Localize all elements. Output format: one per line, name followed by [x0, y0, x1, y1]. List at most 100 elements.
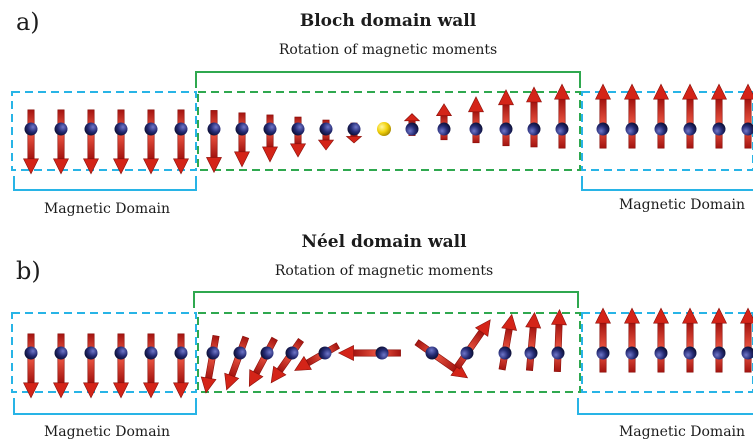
arrow-head: [200, 376, 217, 394]
atom-sphere: [596, 346, 610, 360]
arrow-head: [113, 158, 129, 175]
atom-sphere: [741, 346, 753, 360]
arrow-head: [653, 307, 669, 324]
up-arrow: [682, 307, 698, 373]
rotating-arrow: [551, 308, 567, 373]
arrow-head: [337, 345, 354, 361]
bloch-wall-bracket: [195, 71, 581, 88]
neel-title: Néel domain wall: [301, 232, 467, 252]
neel-wall-bracket: [193, 291, 579, 308]
atom-sphere: [206, 346, 220, 360]
up-arrow: [653, 83, 669, 149]
arrow-head: [53, 382, 69, 399]
atom-sphere: [654, 346, 668, 360]
arrow-head: [53, 158, 69, 175]
atom-sphere: [405, 122, 419, 136]
down-arrow: [53, 333, 69, 399]
atom-sphere: [469, 122, 483, 136]
arrow-head: [173, 382, 189, 399]
neel-left-domain-label: Magnetic Domain: [44, 424, 170, 440]
rotating-arrow: [524, 311, 542, 371]
atom-sphere: [114, 122, 128, 136]
arrow-head: [403, 113, 421, 122]
rotating-arrow: [526, 86, 542, 148]
arrow-head: [143, 158, 159, 175]
arrow-head: [435, 103, 453, 116]
atom-sphere: [144, 122, 158, 136]
up-arrow: [740, 83, 753, 149]
arrow-head: [501, 313, 518, 331]
atom-sphere: [437, 122, 451, 136]
up-arrow: [711, 307, 727, 373]
atom-sphere: [683, 122, 697, 136]
arrow-head: [525, 311, 542, 329]
arrow-head: [206, 157, 222, 174]
arrow-head: [554, 83, 570, 100]
rotating-arrow: [289, 116, 307, 158]
bloch-left-domain-bracket: [13, 176, 197, 191]
rotating-arrow: [554, 83, 570, 149]
arrow-head: [551, 308, 567, 326]
atom-sphere: [174, 122, 188, 136]
atom-sphere: [235, 122, 249, 136]
neel-wall-box: [197, 312, 581, 393]
arrow-head: [682, 307, 698, 324]
arrow-head: [595, 83, 611, 100]
down-arrow: [143, 109, 159, 175]
down-arrow: [23, 333, 39, 399]
atom-sphere: [683, 346, 697, 360]
up-arrow: [682, 83, 698, 149]
down-arrow: [53, 109, 69, 175]
bloch-right-domain-label: Magnetic Domain: [619, 197, 745, 213]
rotating-arrow: [498, 313, 518, 371]
down-arrow: [173, 333, 189, 399]
bloch-title: Bloch domain wall: [300, 11, 477, 31]
arrow-head: [624, 83, 640, 100]
neel-left-domain-bracket: [13, 398, 197, 415]
arrow-head: [83, 158, 99, 175]
arrow-head: [526, 86, 542, 103]
up-arrow: [711, 83, 727, 149]
arrow-head: [248, 369, 264, 387]
rotating-arrow: [453, 319, 491, 370]
arrow-head: [23, 382, 39, 399]
arrow-head: [468, 96, 484, 113]
atom-sphere: [24, 346, 38, 360]
arrow-head: [234, 151, 250, 168]
rotating-arrow: [337, 345, 401, 361]
rotating-arrow: [270, 337, 304, 384]
up-arrow: [624, 83, 640, 149]
arrow-head: [653, 83, 669, 100]
atom-sphere: [654, 122, 668, 136]
arrow-head: [474, 319, 491, 337]
rotating-arrow: [200, 334, 220, 394]
atom-sphere: [263, 122, 277, 136]
atom-sphere: [460, 346, 474, 360]
atom-sphere: [319, 122, 333, 136]
rotating-arrow: [206, 110, 222, 174]
bloch-left-domain-label: Magnetic Domain: [44, 201, 170, 217]
rotating-arrow: [435, 103, 453, 141]
atom-sphere: [84, 122, 98, 136]
atom-sphere: [174, 346, 188, 360]
atom-sphere: [233, 346, 247, 360]
atom-sphere: [318, 346, 332, 360]
down-arrow: [143, 333, 159, 399]
atom-sphere: [555, 122, 569, 136]
panel-b-label: b): [16, 257, 41, 285]
down-arrow: [83, 333, 99, 399]
down-arrow: [173, 109, 189, 175]
bloch-right-domain-bracket: [581, 176, 753, 191]
arrow-head: [113, 382, 129, 399]
atom-sphere: [712, 346, 726, 360]
atom-sphere: [712, 122, 726, 136]
arrow-head: [498, 89, 514, 106]
atom-sphere: [527, 122, 541, 136]
center-atom: [377, 122, 391, 136]
neel-right-domain-box: [581, 312, 753, 393]
up-arrow: [624, 307, 640, 373]
bloch-subtitle: Rotation of magnetic moments: [279, 42, 497, 58]
atom-sphere: [291, 122, 305, 136]
bloch-left-domain-box: [11, 91, 197, 171]
atom-sphere: [499, 122, 513, 136]
